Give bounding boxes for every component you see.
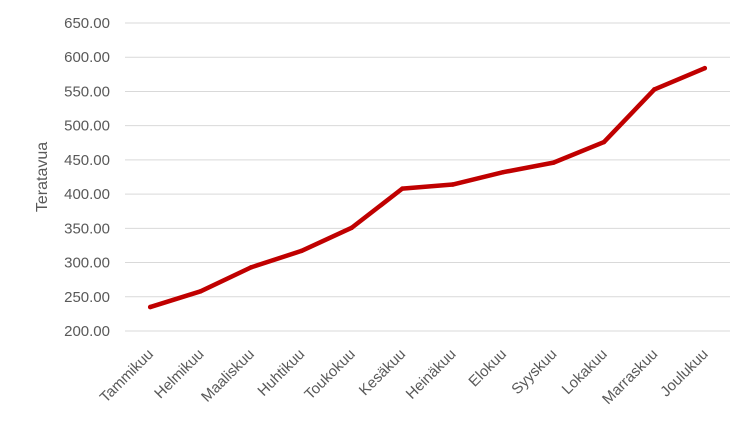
series-group — [147, 65, 708, 310]
x-tick-label: Syyskuu — [508, 346, 560, 398]
data-point — [198, 289, 203, 294]
x-tick-label: Kesäkuu — [356, 346, 409, 399]
data-point — [551, 160, 556, 165]
y-axis-title: Teratavua — [34, 142, 51, 212]
x-tick-label: Lokakuu — [559, 346, 611, 398]
series-line — [147, 65, 708, 310]
y-tick-label: 550.00 — [64, 83, 110, 100]
y-tick-label: 400.00 — [64, 186, 110, 203]
data-point — [450, 182, 455, 187]
y-tick-label: 500.00 — [64, 118, 110, 135]
y-tick-label: 350.00 — [64, 220, 110, 237]
y-tick-label: 200.00 — [64, 323, 110, 340]
data-point — [652, 87, 657, 92]
data-point — [349, 225, 355, 230]
x-tick-label: Heinäkuu — [403, 346, 460, 403]
data-point — [702, 65, 708, 71]
data-point — [500, 169, 506, 175]
y-axis-ticks: 200.00 250.00 300.00 350.00 400.00 450.00 500.… — [64, 15, 110, 340]
x-tick-label: Marraskuu — [599, 346, 661, 408]
x-tick-label: Huhtikuu — [254, 346, 308, 400]
y-tick-label: 300.00 — [64, 255, 110, 272]
data-point — [248, 265, 254, 270]
data-point — [299, 248, 304, 254]
x-tick-label: Tammikuu — [97, 346, 157, 406]
x-tick-label: Maaliskuu — [198, 346, 258, 406]
x-axis-ticks: TammikuuHelmikuuMaaliskuuHuhtikuuToukoku… — [97, 346, 712, 408]
gridlines — [125, 22, 730, 332]
x-tick-label: Joulukuu — [657, 346, 711, 400]
x-tick-label: Elokuu — [465, 346, 509, 390]
data-point — [400, 186, 405, 191]
y-tick-label: 250.00 — [64, 289, 110, 306]
y-tick-label: 600.00 — [64, 49, 110, 66]
data-point — [147, 304, 153, 310]
y-tick-label: 450.00 — [64, 152, 110, 169]
data-point — [601, 139, 607, 145]
y-tick-label: 650.00 — [64, 15, 110, 32]
x-tick-label: Toukokuu — [301, 346, 358, 403]
